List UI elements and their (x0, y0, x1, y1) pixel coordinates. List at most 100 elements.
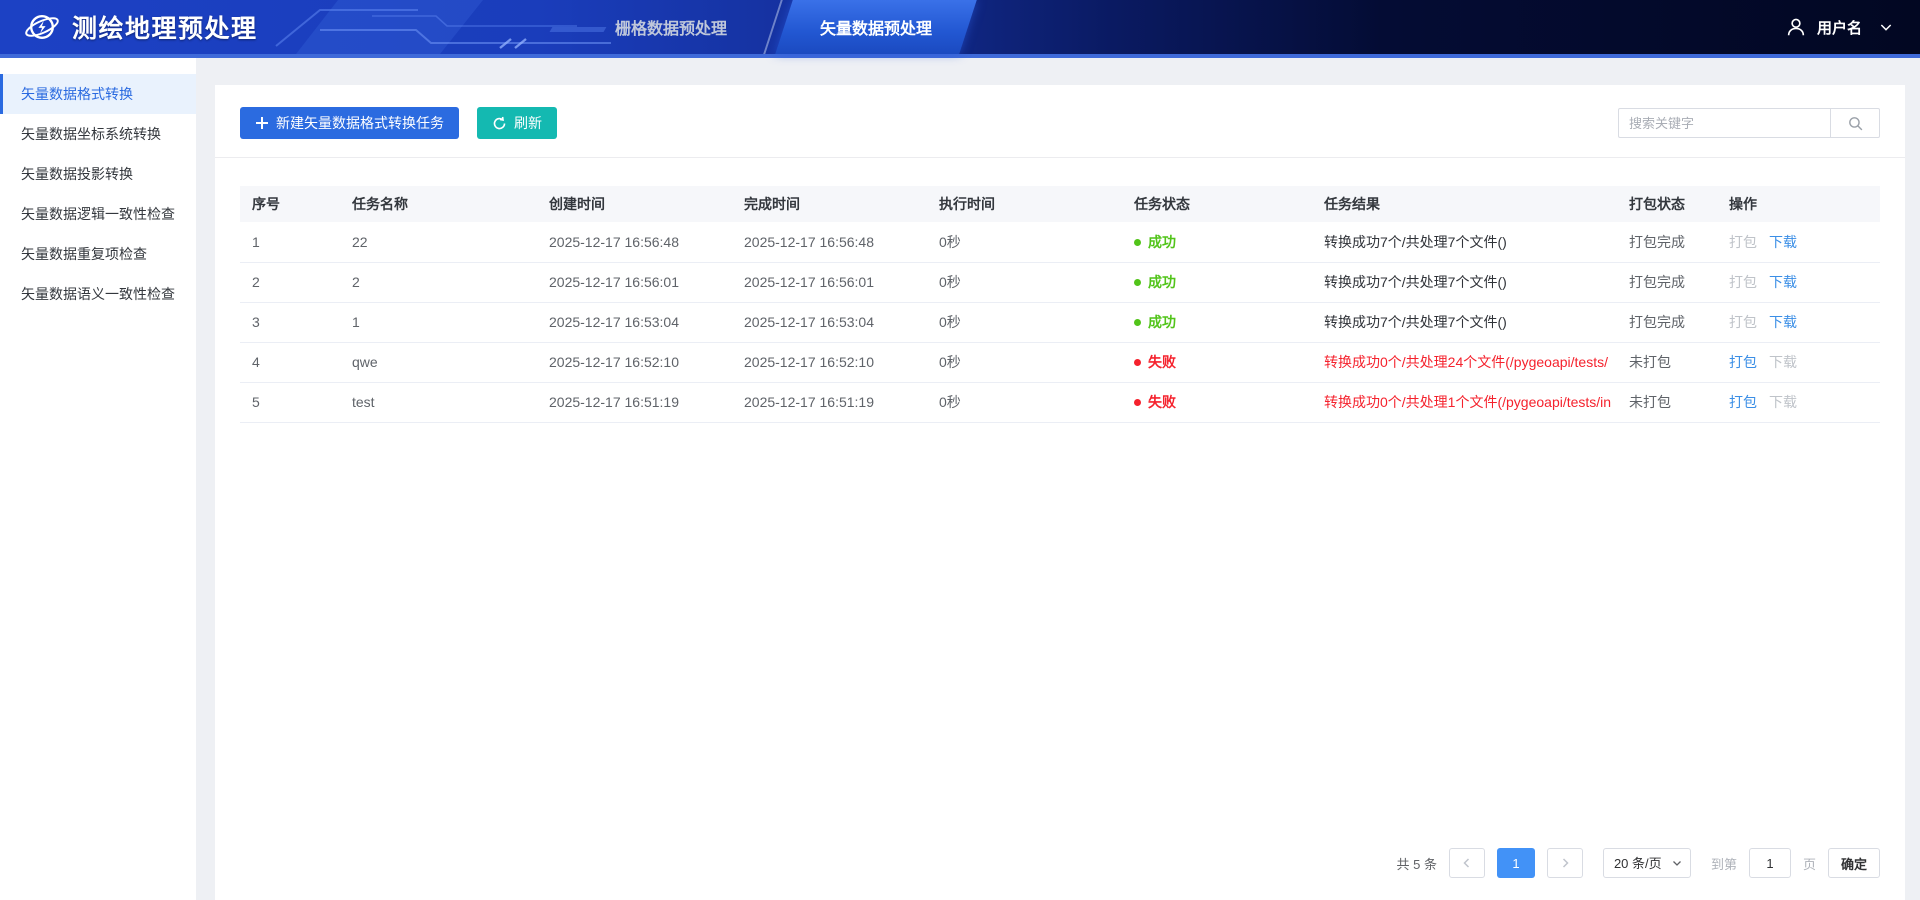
search-icon (1847, 115, 1864, 132)
column-header: 完成时间 (732, 186, 927, 222)
table-cell: 2025-12-17 16:52:10 (732, 342, 927, 383)
table-cell: 转换成功7个/共处理7个文件() (1312, 302, 1617, 343)
status-cell: 成功 (1122, 262, 1312, 303)
table-cell: 4 (240, 342, 340, 383)
tab-vector-preprocess[interactable]: 矢量数据预处理 (775, 0, 977, 54)
table-cell: 2025-12-17 16:52:10 (537, 342, 732, 383)
table-cell: 未打包 (1617, 342, 1717, 383)
sidebar-item[interactable]: 矢量数据格式转换 (0, 74, 196, 114)
refresh-button[interactable]: 刷新 (477, 107, 557, 139)
plus-icon (255, 116, 269, 130)
search-button[interactable] (1830, 108, 1880, 138)
goto-prefix-label: 到第 (1710, 856, 1737, 872)
status-dot-icon (1134, 319, 1141, 326)
app-title: 测绘地理预处理 (72, 15, 258, 43)
table-cell: 0秒 (927, 342, 1122, 383)
table-cell: 5 (240, 382, 340, 423)
table-cell: 2025-12-17 16:56:01 (732, 262, 927, 303)
user-icon (1785, 16, 1807, 38)
table-header-row: 序号 任务名称 创建时间 完成时间 执行时间 任务状态 任务结果 打包状态 操作 (240, 186, 1880, 222)
download-link[interactable]: 下载 (1769, 314, 1797, 330)
status-cell: 成功 (1122, 222, 1312, 263)
status-label: 失败 (1148, 354, 1176, 370)
page-size-select[interactable]: 20 条/页 (1602, 848, 1691, 878)
content-card: 新建矢量数据格式转换任务 刷新 (215, 85, 1905, 900)
status-dot-icon (1134, 359, 1141, 366)
table-row: 1 22 2025-12-17 16:56:48 2025-12-17 16:56:4… (240, 222, 1880, 263)
sidebar-item[interactable]: 矢量数据重复项检查 (21, 246, 147, 262)
package-link[interactable]: 打包 (1729, 354, 1757, 370)
pagination: 共 5 条 1 20 条/页 (215, 848, 1905, 900)
actions-cell: 打包 下载 (1717, 262, 1880, 303)
tab-raster-preprocess[interactable]: 栅格数据预处理 (614, 21, 727, 38)
table-cell: 打包完成 (1617, 302, 1717, 343)
actions-cell: 打包 下载 (1717, 342, 1880, 383)
package-link[interactable]: 打包 (1729, 394, 1757, 410)
refresh-icon (492, 116, 507, 131)
toolbar: 新建矢量数据格式转换任务 刷新 (215, 85, 1905, 158)
table-cell: 2025-12-17 16:56:48 (537, 222, 732, 263)
table-cell: 2025-12-17 16:56:48 (732, 222, 927, 263)
table-row: 2 2 2025-12-17 16:56:01 2025-12-17 16:56:01… (240, 262, 1880, 303)
table-cell: 3 (240, 302, 340, 343)
nav-tabs: 栅格数据预处理 矢量数据预处理 (592, 0, 977, 54)
sidebar-item[interactable]: 矢量数据投影转换 (21, 166, 133, 182)
chevron-left-icon (1461, 857, 1473, 869)
download-link[interactable]: 下载 (1769, 233, 1797, 250)
column-header: 任务状态 (1122, 186, 1312, 222)
table-cell: 2 (340, 262, 537, 303)
goto-page-input[interactable] (1748, 848, 1791, 878)
app-header: 测绘地理预处理 栅格数据预处理 矢量数据预处理 用户名 (0, 0, 1920, 58)
column-header: 执行时间 (927, 186, 1122, 222)
table-cell: 未打包 (1617, 382, 1717, 423)
new-task-button[interactable]: 新建矢量数据格式转换任务 (240, 107, 459, 139)
column-header: 任务名称 (340, 186, 537, 222)
table-cell: 1 (340, 302, 537, 343)
table-cell: qwe (340, 342, 537, 383)
actions-cell: 打包 下载 (1717, 302, 1880, 343)
table-cell: 0秒 (927, 222, 1122, 263)
status-cell: 成功 (1122, 302, 1312, 343)
table-cell: 2 (240, 262, 340, 303)
main-area: 新建矢量数据格式转换任务 刷新 (196, 58, 1920, 900)
table-cell: 转换成功7个/共处理7个文件() (1312, 222, 1617, 263)
prev-page-button[interactable] (1448, 848, 1485, 878)
username-label: 用户名 (1816, 19, 1862, 37)
table-row: 5 test 2025-12-17 16:51:19 2025-12-17 16:51… (240, 382, 1880, 423)
sidebar-item[interactable]: 矢量数据语义一致性检查 (21, 286, 175, 302)
sidebar-item[interactable]: 矢量数据坐标系统转换 (21, 126, 161, 142)
table-cell: test (340, 382, 537, 423)
column-header: 序号 (240, 186, 340, 222)
table-cell: 转换成功0个/共处理24个文件(/pygeoapi/tests/ (1312, 342, 1617, 383)
status-label: 成功 (1148, 233, 1176, 250)
table-cell: 转换成功7个/共处理7个文件() (1312, 262, 1617, 303)
download-link: 下载 (1769, 354, 1797, 370)
sidebar-item[interactable]: 矢量数据逻辑一致性检查 (21, 206, 175, 222)
task-table-zone: 序号 任务名称 创建时间 完成时间 执行时间 任务状态 任务结果 打包状态 操作 1 22 2025… (215, 158, 1905, 423)
table-body: 1 22 2025-12-17 16:56:48 2025-12-17 16:56:4… (240, 222, 1880, 423)
status-label: 成功 (1148, 314, 1176, 330)
column-header: 操作 (1717, 186, 1880, 222)
package-link: 打包 (1729, 314, 1757, 330)
user-menu[interactable]: 用户名 (1785, 0, 1894, 54)
search-box (1618, 108, 1880, 138)
table-cell: 0秒 (927, 262, 1122, 303)
actions-cell: 打包 下载 (1717, 382, 1880, 423)
page-size-select-wrap: 20 条/页 (1602, 848, 1691, 878)
actions-cell: 打包 下载 (1717, 222, 1880, 263)
next-page-button[interactable] (1546, 848, 1583, 878)
brand: 测绘地理预处理 (24, 9, 258, 45)
table-row: 4 qwe 2025-12-17 16:52:10 2025-12-17 16:52:… (240, 342, 1880, 383)
page-number-button[interactable]: 1 (1496, 848, 1535, 878)
column-header: 创建时间 (537, 186, 732, 222)
goto-confirm-button[interactable]: 确定 (1827, 848, 1880, 878)
sidebar-menu: 矢量数据格式转换矢量数据坐标系统转换 矢量数据投影转换矢量数据逻辑一致性检查 矢量数… (0, 58, 196, 900)
total-count: 共 5 条 (1396, 856, 1437, 872)
table-cell: 2025-12-17 16:51:19 (537, 382, 732, 423)
table-cell: 2025-12-17 16:53:04 (537, 302, 732, 343)
column-header: 打包状态 (1617, 186, 1717, 222)
column-header: 任务结果 (1312, 186, 1617, 222)
search-input[interactable] (1618, 108, 1830, 138)
package-link: 打包 (1729, 274, 1757, 290)
download-link[interactable]: 下载 (1769, 274, 1797, 290)
